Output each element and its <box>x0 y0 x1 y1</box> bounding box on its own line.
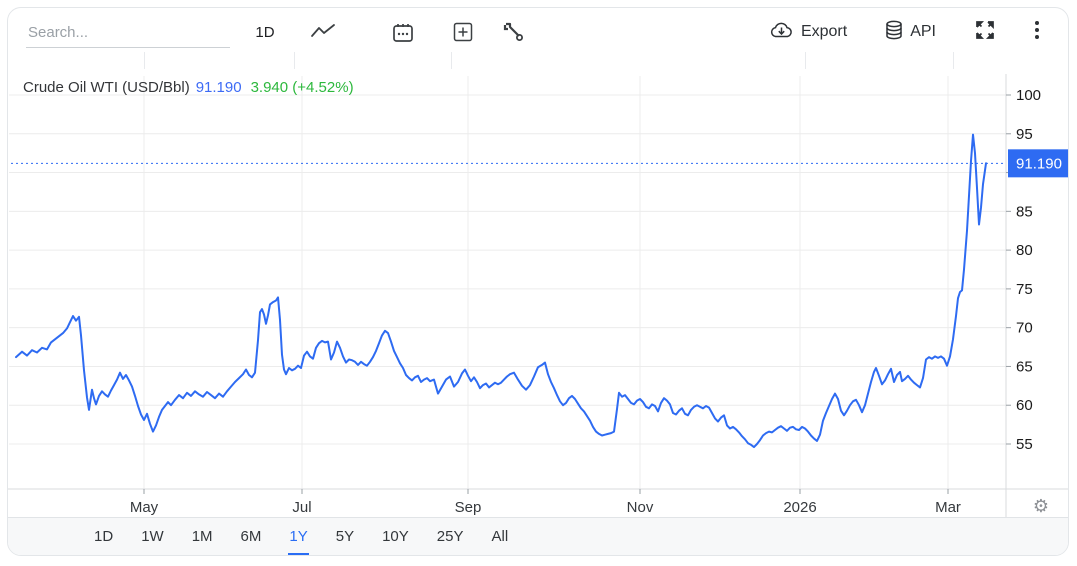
export-button[interactable]: Export <box>763 20 853 45</box>
interval-button[interactable]: 1D <box>248 16 282 48</box>
svg-text:Mar: Mar <box>935 499 961 516</box>
plus-square-icon <box>453 22 473 42</box>
range-button-10y[interactable]: 10Y <box>368 518 423 555</box>
toolbar-divider <box>805 52 806 69</box>
range-button-6m[interactable]: 6M <box>227 518 276 555</box>
toolbar-divider <box>953 52 954 69</box>
range-label: 1M <box>191 528 213 545</box>
calendar-button[interactable] <box>384 16 422 48</box>
toolbar-divider <box>294 52 295 69</box>
range-label: 1D <box>94 528 114 545</box>
svg-text:100: 100 <box>1016 87 1041 104</box>
more-options-button[interactable] <box>1028 18 1046 47</box>
svg-text:60: 60 <box>1016 397 1033 414</box>
price-chart[interactable]: 55 60 65 70 75 80 85 95 100 May Jul Sep Nov 2026 Mar 91… <box>8 68 1069 519</box>
chart-widget-card: 1D <box>7 7 1069 556</box>
svg-text:65: 65 <box>1016 358 1033 375</box>
toolbar: 1D <box>8 8 1068 69</box>
svg-text:2026: 2026 <box>783 499 816 516</box>
gear-icon: ⚙ <box>1032 495 1050 516</box>
tools-button[interactable] <box>494 16 532 48</box>
cloud-download-icon <box>769 21 794 44</box>
export-label: Export <box>800 23 848 40</box>
range-selector-bar: 1D 1W 1M 6M 1Y 5Y 10Y 25Y All <box>8 517 1068 555</box>
range-label: 1W <box>141 528 164 545</box>
svg-text:91.190: 91.190 <box>1016 155 1062 172</box>
chart-type-button[interactable] <box>304 16 342 48</box>
toolbar-divider <box>144 52 145 69</box>
fullscreen-button[interactable] <box>968 18 1002 47</box>
last-price-badge <box>1008 149 1068 178</box>
svg-text:95: 95 <box>1016 126 1033 143</box>
range-label: 5Y <box>335 528 355 545</box>
range-label: 25Y <box>436 528 464 545</box>
kebab-menu-icon <box>1034 19 1040 46</box>
svg-text:May: May <box>130 499 159 516</box>
wrench-icon <box>502 21 524 43</box>
fullscreen-icon <box>974 19 996 46</box>
svg-text:Sep: Sep <box>455 499 482 516</box>
database-icon <box>885 20 903 45</box>
add-indicator-button[interactable] <box>444 16 482 48</box>
range-button-25y[interactable]: 25Y <box>423 518 478 555</box>
range-button-1y[interactable]: 1Y <box>275 518 321 555</box>
svg-text:80: 80 <box>1016 242 1033 259</box>
range-button-1m[interactable]: 1M <box>178 518 227 555</box>
svg-text:85: 85 <box>1016 203 1033 220</box>
calendar-icon <box>392 22 414 43</box>
range-button-5y[interactable]: 5Y <box>322 518 368 555</box>
toolbar-right-group: Export API <box>763 16 1046 48</box>
search-input[interactable] <box>26 18 230 48</box>
range-button-1w[interactable]: 1W <box>127 518 178 555</box>
range-label: 6M <box>240 528 262 545</box>
instrument-title: Crude Oil WTI (USD/Bbl) <box>23 79 190 96</box>
range-label: 1Y <box>288 518 309 555</box>
api-button[interactable]: API <box>879 19 942 46</box>
chart-legend: Crude Oil WTI (USD/Bbl) 91.190 3.940 (+4.5… <box>23 79 354 96</box>
range-label: 10Y <box>382 528 409 545</box>
svg-text:Nov: Nov <box>627 499 654 516</box>
last-price: 91.190 <box>195 79 242 96</box>
svg-text:75: 75 <box>1016 281 1033 298</box>
chart-settings-gear-button[interactable]: ⚙ <box>1028 493 1054 519</box>
search-field-wrap <box>26 18 230 48</box>
range-button-all[interactable]: All <box>478 518 523 555</box>
range-button-1d[interactable]: 1D <box>80 518 127 555</box>
line-chart-icon <box>310 23 336 41</box>
svg-text:70: 70 <box>1016 320 1033 337</box>
svg-text:Jul: Jul <box>292 499 311 516</box>
svg-text:55: 55 <box>1016 436 1033 453</box>
range-label: All <box>491 528 509 545</box>
toolbar-divider <box>451 52 452 69</box>
api-label: API <box>910 23 936 40</box>
price-change: 3.940 (+4.52%) <box>250 79 354 96</box>
